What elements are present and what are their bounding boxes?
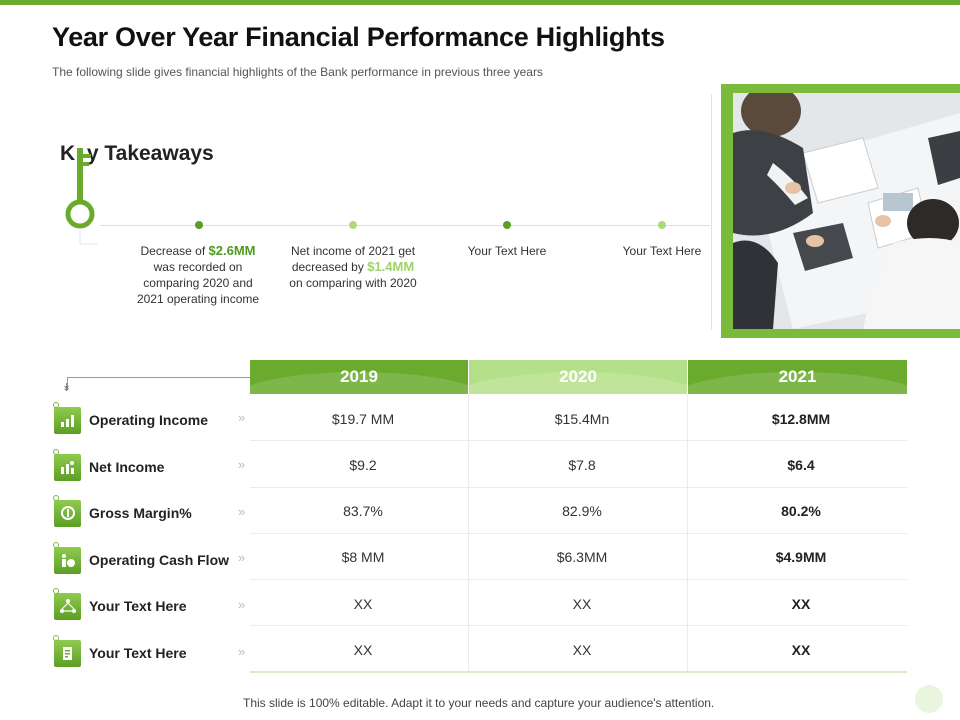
table-cell: $15.4Mn (554, 411, 610, 427)
table-cell: XX (791, 642, 811, 658)
row-divider (250, 487, 907, 488)
photo-outline (711, 94, 723, 330)
table-cell: $19.7 MM (331, 411, 395, 427)
table-cell: $7.8 (568, 457, 596, 473)
column-divider (468, 394, 469, 672)
business-meeting-image (733, 93, 960, 329)
bar-chart-icon (53, 401, 81, 434)
page-title: Year Over Year Financial Performance Hig… (52, 22, 665, 52)
table-cell: $9.2 (349, 457, 377, 473)
year-header-2021: 2021 (688, 360, 907, 394)
row-divider (250, 625, 907, 626)
column-divider (687, 394, 688, 672)
page-subtitle: The following slide gives financial high… (52, 65, 543, 79)
takeaway-3: Your Text Here (467, 244, 547, 258)
table-cell: XX (353, 642, 373, 658)
table-cell: 83.7% (343, 503, 383, 519)
key-icon (65, 148, 98, 245)
table-cell: $8 MM (341, 549, 385, 565)
table-cell: XX (791, 596, 811, 612)
year-header-2019: 2019 (250, 360, 468, 394)
table-cell: XX (353, 596, 373, 612)
document-icon (53, 634, 81, 667)
table-bottom-line (250, 671, 907, 673)
money-hand-icon (53, 448, 81, 481)
corner-decoration (915, 685, 943, 713)
network-icon (53, 587, 81, 620)
takeaway-4: Your Text Here (622, 244, 702, 258)
chevron-down-icon: ↡ (62, 382, 72, 394)
row-arrow-icon: » (238, 410, 246, 425)
dollar-coin-icon (53, 494, 81, 527)
row-arrow-icon: » (238, 504, 246, 519)
table-cell: $6.4 (787, 457, 815, 473)
row-label-net-income: Net Income (53, 448, 164, 482)
year-header-2020: 2020 (469, 360, 687, 394)
row-arrow-icon: » (238, 457, 246, 472)
row-arrow-icon: » (238, 550, 246, 565)
footer-note: This slide is 100% editable. Adapt it to… (243, 696, 715, 710)
takeaway-2-highlight: $1.4MM (367, 259, 415, 274)
table-cell: XX (572, 596, 592, 612)
timeline-dot (658, 221, 666, 229)
row-label-your-text-1: Your Text Here (53, 587, 187, 621)
timeline-line (100, 225, 710, 226)
takeaway-1: Decrease of $2.6MM was recorded on compa… (136, 243, 260, 306)
timeline-dot (195, 221, 203, 229)
row-divider (250, 440, 907, 441)
table-cell: $6.3MM (556, 549, 608, 565)
row-label-gross-margin: Gross Margin% (53, 494, 192, 528)
table-cell: $4.9MM (775, 549, 827, 565)
row-label-your-text-2: Your Text Here (53, 634, 187, 668)
row-arrow-icon: » (238, 644, 246, 659)
table-cell: XX (572, 642, 592, 658)
takeaway-2: Net income of 2021 get decreased by $1.4… (289, 244, 417, 290)
meeting-photo-frame (721, 84, 960, 338)
row-label-operating-cash-flow: Operating Cash Flow (53, 541, 229, 575)
row-label-operating-income: Operating Income (53, 401, 208, 435)
row-divider (250, 579, 907, 580)
cash-bag-icon (53, 541, 81, 574)
timeline-dot (503, 221, 511, 229)
takeaway-1-highlight: $2.6MM (208, 243, 256, 258)
row-arrow-icon: » (238, 597, 246, 612)
row-divider (250, 533, 907, 534)
key-takeaways-title: Key Takeaways (60, 142, 214, 165)
table-cell: $12.8MM (771, 411, 831, 427)
table-cell: 80.2% (781, 503, 821, 519)
connector-line (67, 377, 250, 389)
meeting-photo (733, 93, 960, 329)
table-cell: 82.9% (562, 503, 602, 519)
timeline-dot (349, 221, 357, 229)
top-accent-bar (0, 0, 960, 5)
